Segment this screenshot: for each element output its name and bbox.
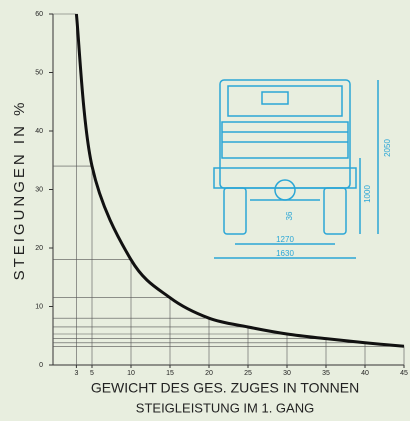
subtitle: STEIGLEISTUNG IM 1. GANG <box>136 400 314 415</box>
dimension-label: 1000 <box>363 185 372 203</box>
y-tick-label: 30 <box>35 186 43 193</box>
chart: STEIGUNGEN IN % GEWICHT DES GES. ZUGES I… <box>0 0 410 421</box>
dimension-label: 36 <box>285 211 294 220</box>
x-tick-label: 10 <box>127 370 135 377</box>
curve <box>76 14 404 346</box>
dimension-label: 1270 <box>276 235 294 244</box>
dimension-label: 2050 <box>383 139 392 157</box>
x-tick-label: 35 <box>322 370 330 377</box>
y-tick-label: 40 <box>35 128 43 135</box>
x-tick-label: 40 <box>361 370 369 377</box>
x-tick-label: 5 <box>90 370 94 377</box>
y-tick-label: 20 <box>35 245 43 252</box>
x-tick-label: 15 <box>166 370 174 377</box>
x-axis-label: GEWICHT DES GES. ZUGES IN TONNEN <box>91 380 359 396</box>
y-tick-label: 0 <box>39 362 43 369</box>
truck-drawing <box>214 80 378 258</box>
x-tick-label: 45 <box>400 370 408 377</box>
y-axis-label: STEIGUNGEN IN % <box>11 100 28 281</box>
x-tick-label: 25 <box>244 370 252 377</box>
x-tick-label: 20 <box>205 370 213 377</box>
x-tick-label: 3 <box>74 370 78 377</box>
y-tick-label: 60 <box>35 11 43 18</box>
dimension-label: 1630 <box>276 249 294 258</box>
y-tick-label: 50 <box>35 69 43 76</box>
x-tick-label: 30 <box>283 370 291 377</box>
y-tick-label: 10 <box>35 303 43 310</box>
